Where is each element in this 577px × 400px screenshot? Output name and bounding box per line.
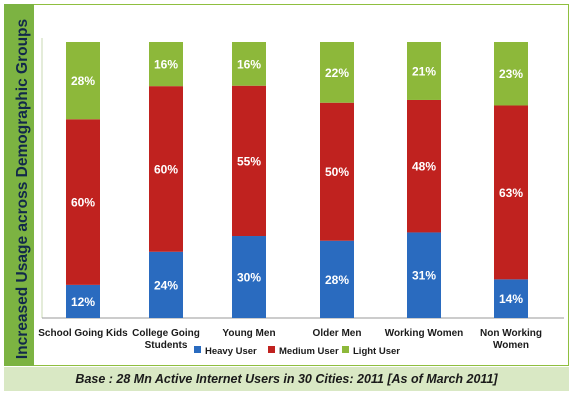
x-tick-label: Working Women [385, 328, 464, 339]
bar-segment-medium-user-5 [407, 99, 441, 233]
data-label: 50% [325, 165, 349, 179]
bar-segment-light-user-4 [320, 42, 354, 103]
x-tick-label: College Going [132, 328, 200, 339]
legend-label: Heavy User [205, 346, 257, 357]
data-label: 63% [499, 186, 523, 200]
data-label: 60% [71, 196, 95, 210]
legend-swatch [194, 346, 201, 353]
bar-segment-medium-user-1 [66, 119, 100, 285]
data-label: 22% [325, 66, 349, 80]
x-tick-label: School Going Kids [38, 328, 128, 339]
legend-label: Light User [353, 346, 400, 357]
data-label: 48% [412, 160, 436, 174]
bar-segment-heavy-user-3 [232, 236, 266, 318]
footer-band: Base : 28 Mn Active Internet Users in 30… [4, 367, 569, 391]
data-label: 21% [412, 64, 436, 78]
bar-segment-light-user-1 [66, 42, 100, 120]
data-label: 23% [499, 67, 523, 81]
legend-label: Medium User [279, 346, 339, 357]
data-label: 16% [154, 58, 178, 72]
bar-segment-light-user-3 [232, 42, 266, 86]
bar-segment-light-user-2 [149, 42, 183, 87]
bar-segment-light-user-6 [494, 42, 528, 106]
data-label: 16% [237, 57, 261, 71]
legend-swatch [342, 346, 349, 353]
data-label: 30% [237, 271, 261, 285]
data-label: 12% [71, 295, 95, 309]
x-tick-label: Women [493, 340, 529, 351]
x-tick-label: Young Men [222, 328, 275, 339]
bar-segment-heavy-user-1 [66, 284, 100, 318]
stacked-bar-chart: 12% 60% 28% School Going Kids 24% 60% 16% Colle… [38, 38, 564, 357]
bar-segment-heavy-user-6 [494, 279, 528, 318]
legend-swatch [268, 346, 275, 353]
data-label: 28% [325, 273, 349, 287]
x-tick-label: Students [145, 340, 188, 351]
bar-segment-medium-user-6 [494, 105, 528, 280]
bar-segment-heavy-user-5 [407, 232, 441, 318]
bar-segment-medium-user-4 [320, 102, 354, 241]
data-label: 24% [154, 278, 178, 292]
data-label: 28% [71, 74, 95, 88]
footer-note: Base : 28 Mn Active Internet Users in 30… [75, 372, 498, 386]
y-axis-label-panel: Increased Usage across Demographic Group… [4, 4, 34, 366]
data-label: 31% [412, 269, 436, 283]
data-label: 14% [499, 292, 523, 306]
bar-segment-heavy-user-2 [149, 251, 183, 318]
bar-segment-medium-user-3 [232, 85, 266, 237]
data-label: 60% [154, 162, 178, 176]
bar-segment-light-user-5 [407, 42, 441, 100]
plot-area: 12% 60% 28% School Going Kids 24% 60% 16% Colle… [34, 4, 569, 366]
bar-segment-heavy-user-4 [320, 240, 354, 318]
bar-segment-medium-user-2 [149, 86, 183, 252]
y-axis-label: Increased Usage across Demographic Group… [14, 18, 31, 360]
x-tick-label: Non Working [480, 328, 542, 339]
data-label: 55% [237, 154, 261, 168]
x-tick-label: Older Men [313, 328, 362, 339]
